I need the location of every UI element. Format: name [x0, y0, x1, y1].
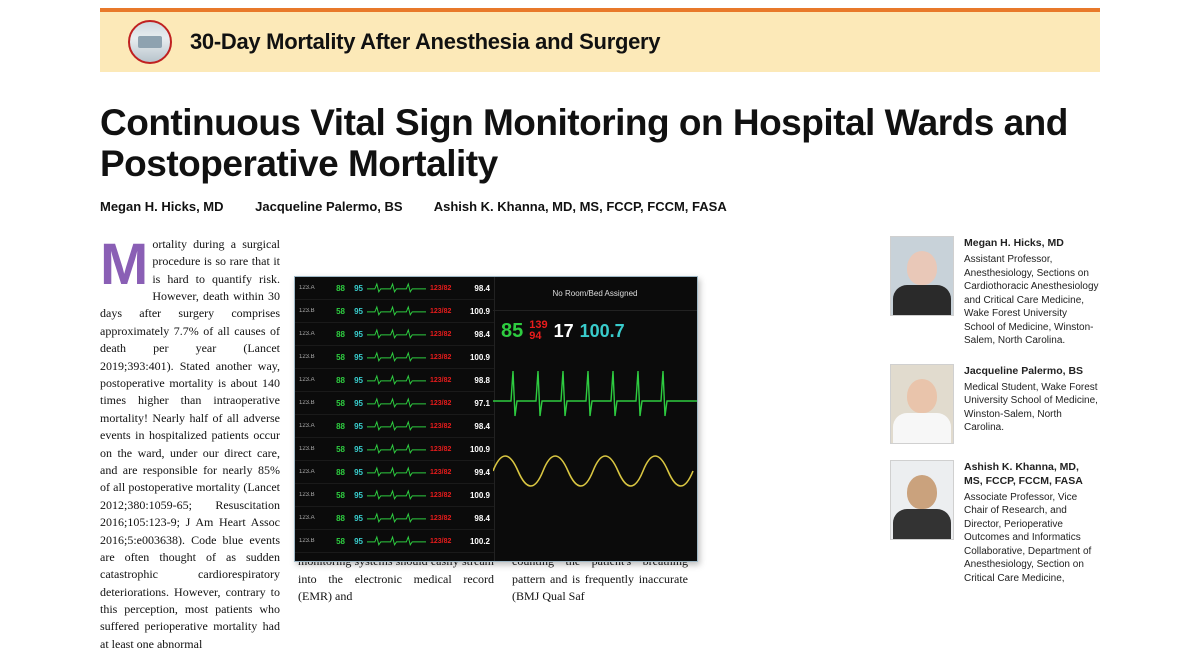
monitor-row: 123.A8895123/8299.4	[295, 461, 494, 484]
byline-author: Megan H. Hicks, MD	[100, 199, 224, 214]
vital-spo2: 100.7	[580, 321, 625, 342]
monitor-row: 123.A8895123/8298.4	[295, 323, 494, 346]
author-bio: Assistant Professor, Anesthesiology, Sec…	[964, 253, 1100, 348]
author-name: Megan H. Hicks, MD	[964, 236, 1100, 250]
pleth-waveform	[493, 431, 697, 491]
author-name: Jacqueline Palermo, BS	[964, 364, 1100, 378]
author-photo	[890, 460, 954, 540]
authors-sidebar: Megan H. Hicks, MD Assistant Professor, A…	[890, 236, 1100, 602]
monitor-detail: No Room/Bed Assigned 85 13994 17 100.7	[493, 277, 697, 561]
vital-bp: 13994	[529, 320, 547, 342]
author-bio: Medical Student, Wake Forest University …	[964, 381, 1100, 435]
author-info: Megan H. Hicks, MD Assistant Professor, A…	[964, 236, 1100, 348]
hospital-bed-icon	[128, 20, 172, 64]
patient-monitor: 123.A8895123/8298.4123.B5895123/82100.91…	[294, 276, 698, 562]
monitor-row: 123.A8895123/8298.4	[295, 507, 494, 530]
monitor-row: 123.B5895123/8297.1	[295, 392, 494, 415]
author-bio: Associate Professor, Vice Chair of Resea…	[964, 491, 1100, 586]
section-banner: 30-Day Mortality After Anesthesia and Su…	[100, 12, 1100, 72]
author-block: Ashish K. Khanna, MD, MS, FCCP, FCCM, FA…	[890, 460, 1100, 586]
monitor-row: 123.B5895123/82100.9	[295, 438, 494, 461]
monitor-row: 123.A8895123/8298.4	[295, 415, 494, 438]
vital-hr: 85	[501, 320, 523, 343]
monitor-header: No Room/Bed Assigned	[493, 277, 697, 311]
author-photo	[890, 364, 954, 444]
ecg-waveform	[493, 351, 697, 431]
monitor-row: 123.B5895123/82100.9	[295, 346, 494, 369]
author-name: Ashish K. Khanna, MD, MS, FCCP, FCCM, FA…	[964, 460, 1100, 488]
monitor-row: 123.B5895123/82100.9	[295, 300, 494, 323]
monitor-row: 123.A8895123/8298.8	[295, 369, 494, 392]
author-info: Ashish K. Khanna, MD, MS, FCCP, FCCM, FA…	[964, 460, 1100, 586]
col1-text: ortality during a surgical procedure is …	[100, 237, 280, 651]
monitor-vitals: 85 13994 17 100.7	[493, 311, 697, 351]
column-1: Mortality during a surgical procedure is…	[100, 236, 280, 653]
monitor-row: 123.B5895123/82100.9	[295, 484, 494, 507]
author-block: Megan H. Hicks, MD Assistant Professor, A…	[890, 236, 1100, 348]
article-title: Continuous Vital Sign Monitoring on Hosp…	[100, 102, 1100, 185]
byline: Megan H. Hicks, MD Jacqueline Palermo, B…	[100, 199, 1100, 214]
monitor-row: 123.B5895123/82100.2	[295, 530, 494, 553]
monitor-row: 123.A8895123/8298.4	[295, 277, 494, 300]
vital-rr: 17	[554, 321, 574, 342]
monitor-figure: 123.A8895123/8298.4123.B5895123/82100.91…	[294, 276, 698, 562]
byline-author: Jacqueline Palermo, BS	[255, 199, 402, 214]
author-photo	[890, 236, 954, 316]
section-title: 30-Day Mortality After Anesthesia and Su…	[190, 29, 660, 55]
author-info: Jacqueline Palermo, BS Medical Student, W…	[964, 364, 1100, 444]
author-block: Jacqueline Palermo, BS Medical Student, W…	[890, 364, 1100, 444]
dropcap: M	[100, 236, 152, 289]
monitor-bed-list: 123.A8895123/8298.4123.B5895123/82100.91…	[295, 277, 495, 561]
byline-author: Ashish K. Khanna, MD, MS, FCCP, FCCM, FA…	[434, 199, 727, 214]
